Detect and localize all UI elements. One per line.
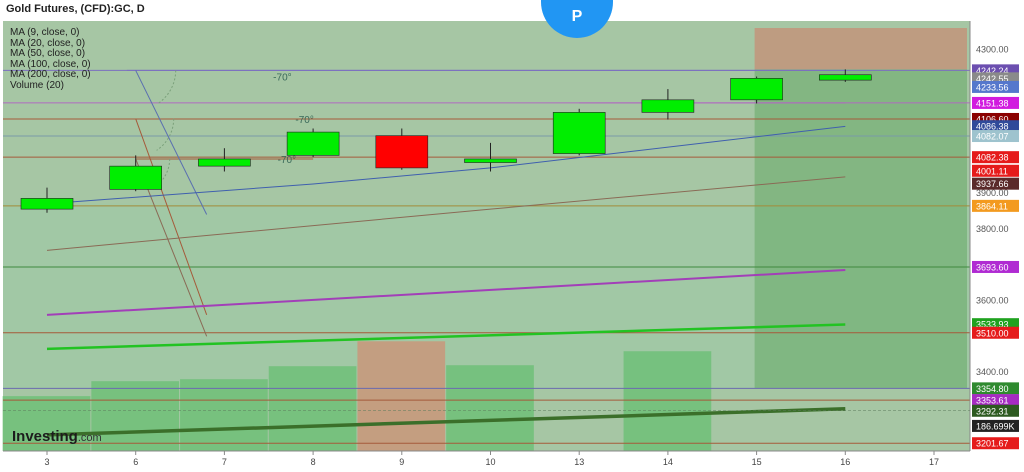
- price-tag: [972, 130, 1019, 143]
- volume-bar: [446, 365, 534, 451]
- price-tag-label: 3937.66: [976, 179, 1009, 189]
- price-tag: [972, 177, 1019, 190]
- price-tag: [972, 437, 1019, 450]
- x-tick-label: 7: [222, 457, 227, 467]
- price-tag: [972, 382, 1019, 395]
- x-tick-label: 10: [485, 457, 495, 467]
- volume-bar: [623, 351, 712, 451]
- x-tick-label: 8: [311, 457, 316, 467]
- price-tag: [972, 120, 1019, 133]
- price-tag: [972, 419, 1019, 432]
- price-tag-label: 4151.38: [976, 98, 1009, 108]
- y-tick-label: 3400.00: [976, 367, 1009, 377]
- price-tag-label: 3292.31: [976, 406, 1009, 416]
- price-tag: [972, 164, 1019, 177]
- ma-line: [46, 125, 846, 205]
- fib-line: [135, 70, 208, 215]
- candle-body: [109, 165, 162, 190]
- chart-title: Gold Futures, (CFD):GC, D: [6, 3, 145, 15]
- price-tag: [972, 199, 1019, 212]
- ma-line: [46, 406, 846, 437]
- volume-bar: [2, 396, 91, 451]
- price-tag: [972, 404, 1019, 417]
- ma-line: [46, 323, 846, 351]
- candle-body: [198, 158, 251, 167]
- logo-main: Investing: [12, 428, 78, 445]
- candle-body: [730, 78, 783, 101]
- price-tag-label: 3201.67: [976, 439, 1009, 449]
- volume-bar: [180, 379, 268, 451]
- legend-ma200[interactable]: MA (200, close, 0): [10, 69, 91, 80]
- price-tag-label: 4001.11: [976, 166, 1008, 176]
- candle-body: [375, 135, 429, 169]
- candle-body: [464, 158, 517, 163]
- legend-volume[interactable]: Volume (20): [10, 79, 64, 91]
- fib-label: -70°: [273, 73, 291, 84]
- legend-ma20[interactable]: MA (20, close, 0): [10, 37, 86, 49]
- candle-body: [20, 198, 74, 210]
- x-tick-label: 3: [44, 457, 49, 467]
- price-tag-label: 4082.07: [976, 132, 1009, 142]
- price-tag-label: 186.699K: [976, 421, 1015, 431]
- y-tick-label: 3600.00: [976, 296, 1009, 306]
- candle-body: [286, 131, 340, 156]
- price-tag: [972, 326, 1019, 339]
- price-tag-label: 3510.00: [976, 328, 1009, 338]
- candle-body: [552, 112, 606, 154]
- price-tag-label: 3864.11: [976, 201, 1008, 211]
- x-tick-label: 6: [133, 457, 138, 467]
- fib-line: [135, 118, 208, 316]
- price-tag: [972, 80, 1019, 93]
- indicator-legend: MA (9, close, 0) MA (20, close, 0) MA (5…: [10, 27, 91, 91]
- price-tag: [972, 151, 1019, 164]
- price-tag-label: 3353.61: [976, 396, 1009, 406]
- legend-ma100[interactable]: MA (100, close, 0): [10, 58, 91, 70]
- volume-bar: [357, 341, 446, 451]
- logo-suffix: .com: [77, 432, 102, 444]
- fib-arc: [154, 158, 171, 188]
- price-tag-label: 4106.60: [976, 114, 1009, 124]
- x-tick-label: 14: [663, 457, 673, 467]
- y-tick-label: 3800.00: [976, 224, 1009, 234]
- fib-label: -70°: [278, 155, 296, 166]
- ma-line: [46, 269, 846, 316]
- volume-bar: [268, 366, 357, 451]
- price-tag: [972, 96, 1019, 109]
- price-tag-label: 3354.80: [976, 384, 1009, 394]
- candle-body: [818, 74, 872, 81]
- price-tag-label: 4086.38: [976, 122, 1009, 132]
- ma-line: [46, 176, 846, 251]
- price-tag: [972, 260, 1019, 273]
- x-tick-label: 17: [929, 457, 939, 467]
- y-tick-label: 3900.00: [976, 188, 1009, 198]
- price-tag-label: 4242.24: [976, 66, 1009, 76]
- price-tag-label: 3693.60: [976, 262, 1009, 272]
- price-tag-label: 4082.38: [976, 153, 1009, 163]
- investing-logo: Investing.com: [12, 428, 102, 445]
- fib-label: -70°: [295, 115, 313, 126]
- y-tick-label: 4300.00: [976, 45, 1009, 55]
- price-tag-label: 4242.55: [976, 74, 1009, 84]
- x-tick-label: 13: [574, 457, 584, 467]
- x-tick-label: 9: [399, 457, 404, 467]
- volume-bar: [91, 381, 180, 451]
- x-axis-bg: [0, 451, 1024, 472]
- legend-ma9[interactable]: MA (9, close, 0): [10, 27, 80, 38]
- projection-box-upper: [754, 28, 967, 70]
- x-tick-label: 15: [752, 457, 762, 467]
- price-tag: [972, 394, 1019, 407]
- price-tag-label: 4233.56: [976, 82, 1009, 92]
- price-tag-label: 3533.93: [976, 320, 1009, 330]
- projection-box-lower: [754, 69, 967, 389]
- legend-ma50[interactable]: MA (50, close, 0): [10, 48, 86, 59]
- x-tick-label: 16: [840, 457, 850, 467]
- candle-body: [641, 99, 695, 113]
